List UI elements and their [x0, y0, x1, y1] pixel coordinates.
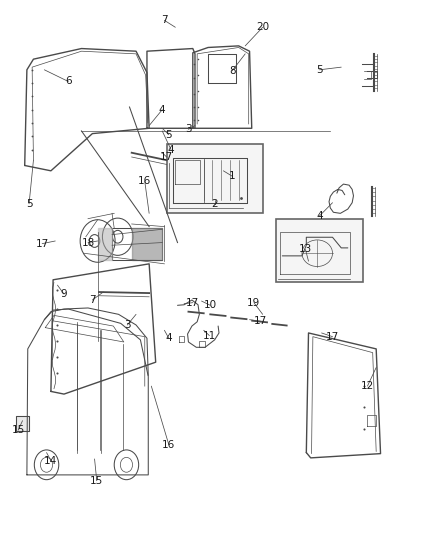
Text: 10: 10 [204, 300, 217, 310]
Text: 8: 8 [229, 66, 235, 76]
Text: 17: 17 [35, 239, 49, 248]
Text: 16: 16 [162, 440, 175, 450]
Text: 20: 20 [256, 22, 269, 33]
Text: 5: 5 [166, 130, 172, 140]
Text: 19: 19 [247, 297, 261, 308]
Text: 17: 17 [160, 152, 173, 162]
Text: 15: 15 [90, 476, 103, 486]
Text: 7: 7 [89, 295, 95, 305]
Text: 13: 13 [299, 245, 312, 254]
Text: 4: 4 [168, 144, 174, 155]
Polygon shape [98, 228, 112, 260]
Text: 12: 12 [361, 381, 374, 391]
Text: 3: 3 [185, 124, 192, 134]
Text: 17: 17 [254, 316, 267, 326]
Text: 16: 16 [138, 176, 152, 187]
Text: 3: 3 [124, 320, 131, 330]
Text: 5: 5 [316, 65, 323, 75]
Bar [276, 219, 363, 282]
Text: 4: 4 [159, 104, 166, 115]
Text: 9: 9 [61, 289, 67, 299]
Text: 18: 18 [81, 238, 95, 247]
Polygon shape [132, 228, 162, 260]
Text: 1: 1 [229, 171, 235, 181]
Text: 6: 6 [65, 77, 72, 86]
Text: 17: 17 [326, 332, 339, 342]
Polygon shape [16, 416, 29, 431]
Text: 5: 5 [26, 199, 32, 209]
Text: 7: 7 [161, 15, 168, 26]
Text: 11: 11 [203, 330, 216, 341]
Text: 15: 15 [11, 425, 25, 435]
Text: 4: 4 [316, 211, 323, 221]
Text: 4: 4 [166, 333, 172, 343]
Text: 17: 17 [186, 297, 199, 308]
Text: 2: 2 [211, 199, 218, 209]
Bar [112, 228, 162, 260]
Bar [166, 144, 263, 213]
Text: 14: 14 [44, 456, 57, 465]
